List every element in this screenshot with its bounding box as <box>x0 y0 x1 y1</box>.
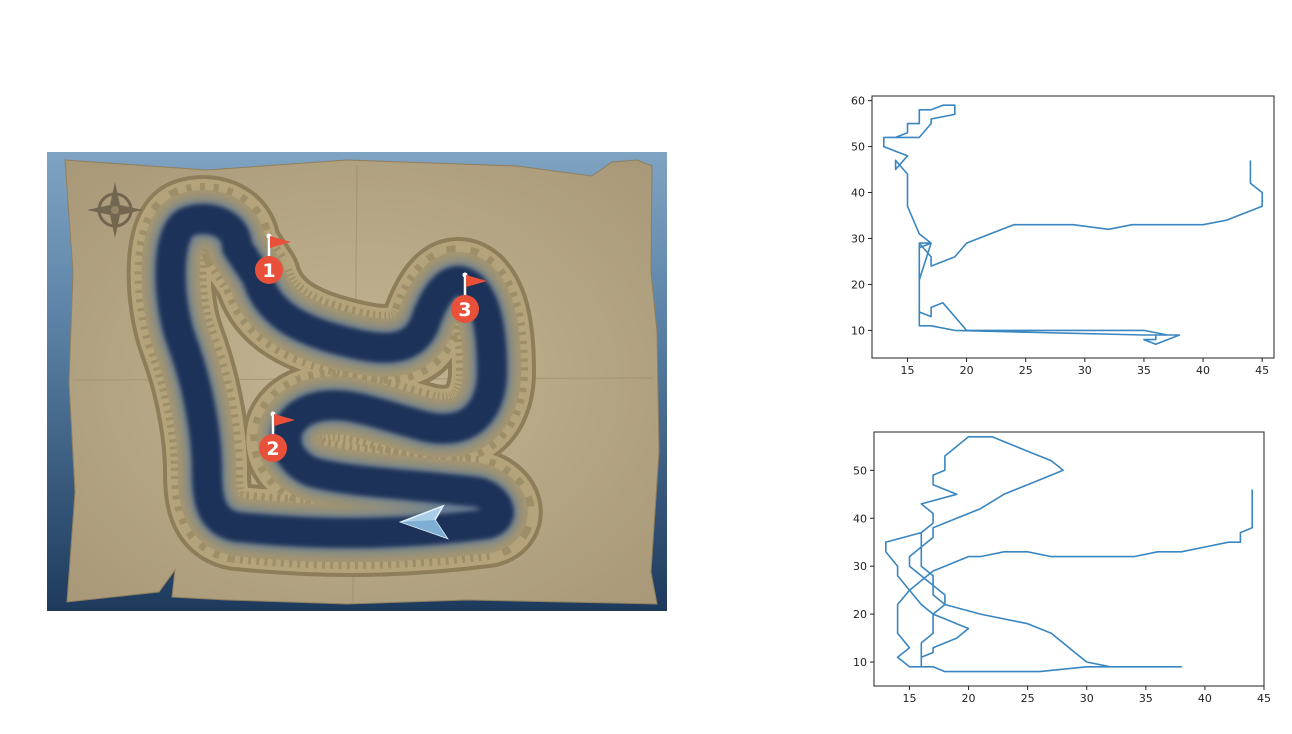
y-tick-label: 40 <box>851 187 865 200</box>
plot-frame <box>873 431 1265 687</box>
plot-series <box>882 104 1264 346</box>
y-tick-label: 40 <box>853 512 867 525</box>
plot-frame <box>871 95 1275 359</box>
waypoint-badge <box>451 295 479 323</box>
x-tick-label: 20 <box>960 364 974 377</box>
waypoint-label: 1 <box>262 260 275 282</box>
y-tick-label: 20 <box>851 278 865 291</box>
track-map-canvas: 1 2 3 <box>47 152 667 611</box>
waypoint-badge <box>255 256 283 284</box>
trajectory-line <box>884 436 1254 673</box>
track-map: 1 2 3 <box>47 152 667 611</box>
x-tick-label: 25 <box>1021 692 1035 705</box>
trajectory-plot-top: 15 20 25 30 35 40 45 10 20 30 40 50 60 <box>830 88 1290 388</box>
player-arrow-icon <box>398 504 449 540</box>
x-tick-label: 30 <box>1080 692 1094 705</box>
trajectory-plot-bottom-svg: 15 20 25 30 35 40 45 10 20 30 40 50 <box>853 431 1271 705</box>
flag-icon <box>466 275 487 287</box>
x-tick-label: 45 <box>1255 364 1269 377</box>
y-tick-label: 20 <box>853 608 867 621</box>
trajectory-line <box>882 104 1264 346</box>
y-tick-label: 10 <box>851 324 865 337</box>
x-tick-label: 15 <box>902 692 916 705</box>
x-tick-label: 30 <box>1078 364 1092 377</box>
waypoint-3[interactable]: 3 <box>451 272 487 324</box>
y-tick-label: 50 <box>853 464 867 477</box>
x-tick-label: 20 <box>962 692 976 705</box>
plot-ticks: 15 20 25 30 35 40 45 10 20 30 40 50 <box>853 464 1271 705</box>
x-tick-label: 35 <box>1137 364 1151 377</box>
x-tick-label: 40 <box>1196 364 1210 377</box>
y-tick-label: 50 <box>851 141 865 154</box>
plot-axes <box>871 95 1275 359</box>
flag-icon <box>274 414 295 426</box>
x-tick-label: 15 <box>900 364 914 377</box>
plot-axes <box>873 431 1265 687</box>
waypoint-label: 3 <box>458 299 471 321</box>
y-tick-label: 10 <box>853 656 867 669</box>
waypoint-label: 2 <box>266 438 279 460</box>
trajectory-plot-top-svg: 15 20 25 30 35 40 45 10 20 30 40 50 60 <box>851 95 1275 377</box>
y-tick-label: 60 <box>851 95 865 108</box>
x-tick-label: 25 <box>1019 364 1033 377</box>
compass-rose-icon <box>87 182 143 238</box>
waypoint-1[interactable]: 1 <box>255 233 291 285</box>
waypoint-badge <box>259 434 287 462</box>
plot-ticks: 15 20 25 30 35 40 45 10 20 30 40 50 60 <box>851 95 1269 377</box>
plot-series <box>884 436 1254 673</box>
water-channel <box>150 199 519 553</box>
x-tick-label: 45 <box>1257 692 1271 705</box>
x-tick-label: 40 <box>1198 692 1212 705</box>
waypoint-2[interactable]: 2 <box>259 411 295 463</box>
flag-icon <box>270 236 291 248</box>
x-tick-label: 35 <box>1139 692 1153 705</box>
y-tick-label: 30 <box>851 232 865 245</box>
trajectory-plot-bottom: 15 20 25 30 35 40 45 10 20 30 40 50 <box>830 424 1290 724</box>
y-tick-label: 30 <box>853 560 867 573</box>
